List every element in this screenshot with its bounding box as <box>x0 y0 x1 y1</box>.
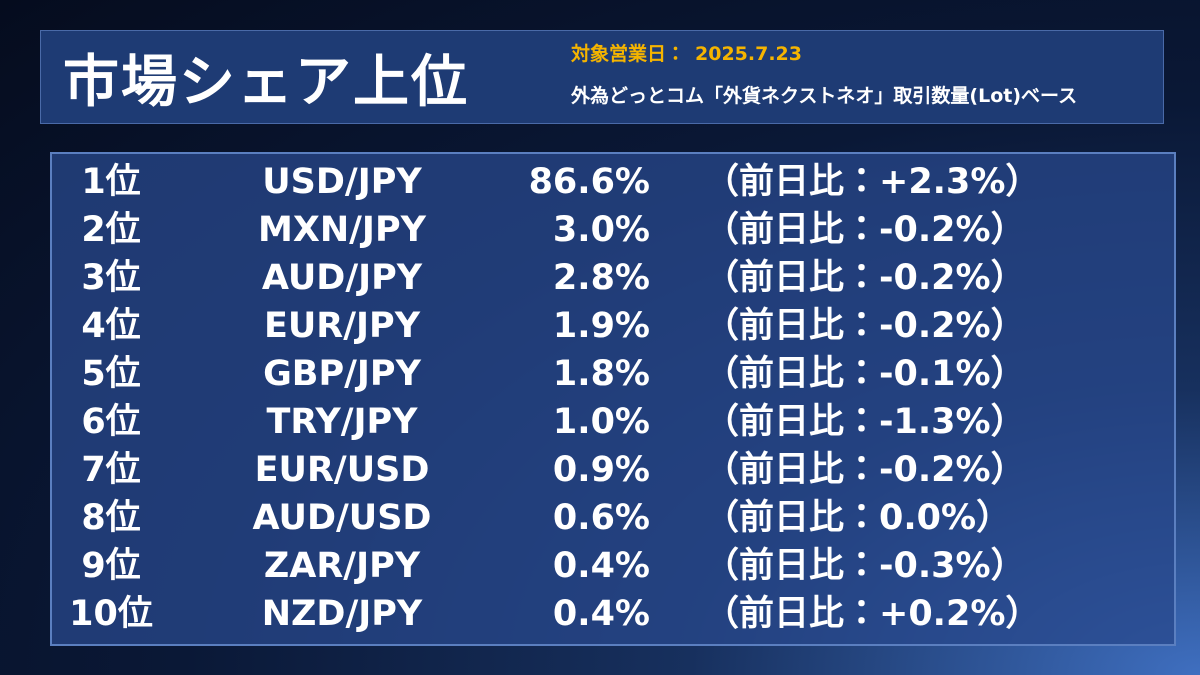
market-share: 0.6% <box>552 498 650 538</box>
rank: 10位 <box>69 594 153 634</box>
title: 市場シェア上位 <box>63 50 469 115</box>
currency-pair: EUR/USD <box>254 450 430 490</box>
table-row: 3位 AUD/JPY 2.8% （前日比：-0.2%） <box>52 254 1174 302</box>
table-row: 7位 EUR/USD 0.9% （前日比：-0.2%） <box>52 446 1174 494</box>
currency-pair: TRY/JPY <box>266 402 418 442</box>
rank: 8位 <box>81 498 141 538</box>
market-share: 2.8% <box>552 258 650 298</box>
market-share: 0.4% <box>552 546 650 586</box>
day-change: （前日比：-0.1%） <box>704 354 1026 394</box>
currency-pair: USD/JPY <box>262 162 422 202</box>
rank: 6位 <box>81 402 141 442</box>
header: 市場シェア上位 対象営業日： 2025.7.23 外為どっとコム「外貨ネクストネオ… <box>40 30 1164 124</box>
day-change: （前日比：-0.3%） <box>704 546 1026 586</box>
currency-pair: AUD/JPY <box>261 258 423 298</box>
day-change: （前日比：-0.2%） <box>704 450 1026 490</box>
day-change: （前日比：-0.2%） <box>704 258 1026 298</box>
currency-pair: ZAR/JPY <box>263 546 421 586</box>
rank: 1位 <box>81 162 141 202</box>
market-share: 3.0% <box>552 210 650 250</box>
table-row: 2位 MXN/JPY 3.0% （前日比：-0.2%） <box>52 206 1174 254</box>
rank: 3位 <box>81 258 141 298</box>
market-share: 86.6% <box>528 162 650 202</box>
currency-pair: EUR/JPY <box>263 306 421 346</box>
rank: 7位 <box>81 450 141 490</box>
currency-pair: AUD/USD <box>252 498 432 538</box>
day-change: （前日比：0.0%） <box>704 498 1012 538</box>
day-change: （前日比：-1.3%） <box>704 402 1026 442</box>
day-change: （前日比：-0.2%） <box>704 210 1026 250</box>
currency-pair: NZD/JPY <box>261 594 423 634</box>
table-row: 4位 EUR/JPY 1.9% （前日比：-0.2%） <box>52 302 1174 350</box>
table-row: 8位 AUD/USD 0.6% （前日比：0.0%） <box>52 494 1174 542</box>
table-row: 9位 ZAR/JPY 0.4% （前日比：-0.3%） <box>52 542 1174 590</box>
rank: 5位 <box>81 354 141 394</box>
date: 2025.7.23 <box>695 43 802 65</box>
market-share: 1.8% <box>552 354 650 394</box>
day-change: （前日比：+2.3%） <box>704 162 1041 202</box>
day-change: （前日比：+0.2%） <box>704 594 1041 634</box>
currency-pair: MXN/JPY <box>258 210 426 250</box>
table-row: 6位 TRY/JPY 1.0% （前日比：-1.3%） <box>52 398 1174 446</box>
market-share: 1.9% <box>552 306 650 346</box>
market-share: 0.9% <box>552 450 650 490</box>
currency-pair: GBP/JPY <box>263 354 421 394</box>
ranking-table: 1位 USD/JPY 86.6% （前日比：+2.3%） 2位 MXN/JPY 3.0% （前… <box>50 152 1176 646</box>
market-share: 1.0% <box>552 402 650 442</box>
date-label: 対象営業日： <box>571 43 686 65</box>
subtitle: 外為どっとコム「外貨ネクストネオ」取引数量(Lot)ベース <box>571 85 1078 107</box>
rank: 9位 <box>81 546 141 586</box>
rank: 4位 <box>81 306 141 346</box>
table-row: 10位 NZD/JPY 0.4% （前日比：+0.2%） <box>52 590 1174 638</box>
rank: 2位 <box>81 210 141 250</box>
date-line: 対象営業日： 2025.7.23 <box>571 39 812 66</box>
table-row: 1位 USD/JPY 86.6% （前日比：+2.3%） <box>52 158 1174 206</box>
market-share: 0.4% <box>552 594 650 634</box>
day-change: （前日比：-0.2%） <box>704 306 1026 346</box>
table-row: 5位 GBP/JPY 1.8% （前日比：-0.1%） <box>52 350 1174 398</box>
